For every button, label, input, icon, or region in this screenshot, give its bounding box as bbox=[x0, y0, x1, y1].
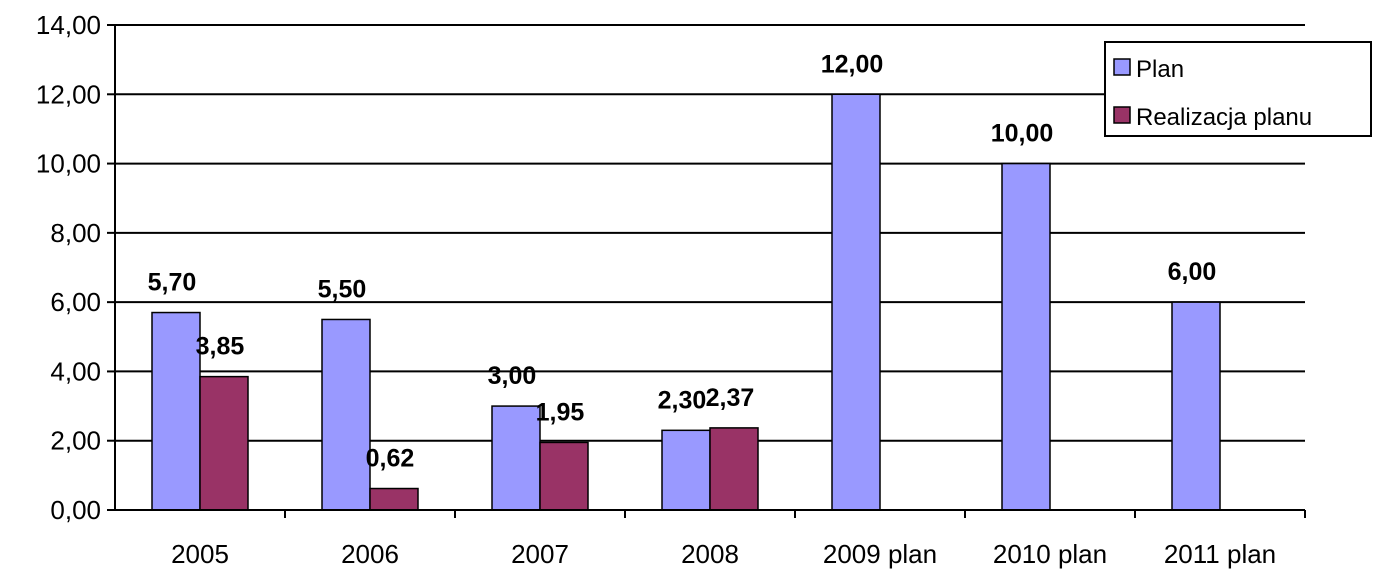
y-tick-label: 12,00 bbox=[36, 79, 101, 109]
bar-plan-2007 bbox=[491, 405, 541, 511]
data-label: 10,00 bbox=[991, 120, 1054, 148]
bars bbox=[151, 93, 1221, 511]
data-label: 6,00 bbox=[1168, 258, 1217, 286]
legend-box bbox=[1104, 41, 1372, 137]
bar-plan-2008 bbox=[661, 429, 711, 511]
data-label: 2,37 bbox=[706, 384, 755, 412]
x-tick-label: 2005 bbox=[171, 539, 229, 569]
x-tick-label: 2009 plan bbox=[823, 539, 937, 569]
x-tick-label: 2007 bbox=[511, 539, 569, 569]
legend-swatch-realizacja bbox=[1113, 106, 1131, 124]
x-tick-label: 2006 bbox=[341, 539, 399, 569]
data-labels: 5,70 3,85 5,50 0,62 3,00 1,95 2,30 2,37 12,00 10,… bbox=[148, 50, 1217, 472]
bar-plan-2010-plan bbox=[1001, 162, 1051, 511]
bar-realizacja-2008 bbox=[709, 427, 759, 511]
data-label: 5,50 bbox=[318, 275, 367, 303]
bar-realizacja-2006 bbox=[369, 487, 419, 511]
bar-plan-2011-plan bbox=[1171, 301, 1221, 511]
y-tick-label: 6,00 bbox=[50, 287, 101, 317]
y-tick-label: 10,00 bbox=[36, 149, 101, 179]
data-label: 12,00 bbox=[821, 50, 884, 78]
data-label: 2,30 bbox=[658, 386, 707, 414]
data-label: 3,85 bbox=[196, 333, 245, 361]
x-axis: 2005 2006 2007 2008 2009 plan 2010 plan 2011 p… bbox=[115, 509, 1306, 569]
y-tick-label: 2,00 bbox=[50, 426, 101, 456]
legend-swatch-plan bbox=[1113, 58, 1131, 76]
bar-plan-2005 bbox=[151, 311, 201, 511]
bar-plan-2009-plan bbox=[831, 93, 881, 511]
bar-plan-2006 bbox=[321, 318, 371, 511]
data-label: 3,00 bbox=[488, 362, 537, 390]
legend: Plan Realizacja planu bbox=[1104, 41, 1372, 137]
x-tick-label: 2008 bbox=[681, 539, 739, 569]
data-label: 0,62 bbox=[366, 445, 415, 473]
x-tick-label: 2011 plan bbox=[1164, 539, 1276, 569]
y-axis: 0,00 2,00 4,00 6,00 8,00 10,00 12,00 14,00 bbox=[36, 10, 116, 525]
bar-realizacja-2005 bbox=[199, 375, 249, 511]
y-tick-label: 0,00 bbox=[50, 495, 101, 525]
y-tick-label: 8,00 bbox=[50, 218, 101, 248]
y-tick-label: 4,00 bbox=[50, 356, 101, 386]
gridlines bbox=[115, 24, 1305, 442]
bar-realizacja-2007 bbox=[539, 441, 589, 511]
legend-label-plan: Plan bbox=[1136, 56, 1184, 83]
x-tick-label: 2010 plan bbox=[993, 539, 1107, 569]
y-tick-label: 14,00 bbox=[36, 10, 101, 40]
data-label: 1,95 bbox=[536, 398, 585, 426]
data-label: 5,70 bbox=[148, 269, 197, 297]
legend-label-realizacja: Realizacja planu bbox=[1136, 104, 1312, 131]
